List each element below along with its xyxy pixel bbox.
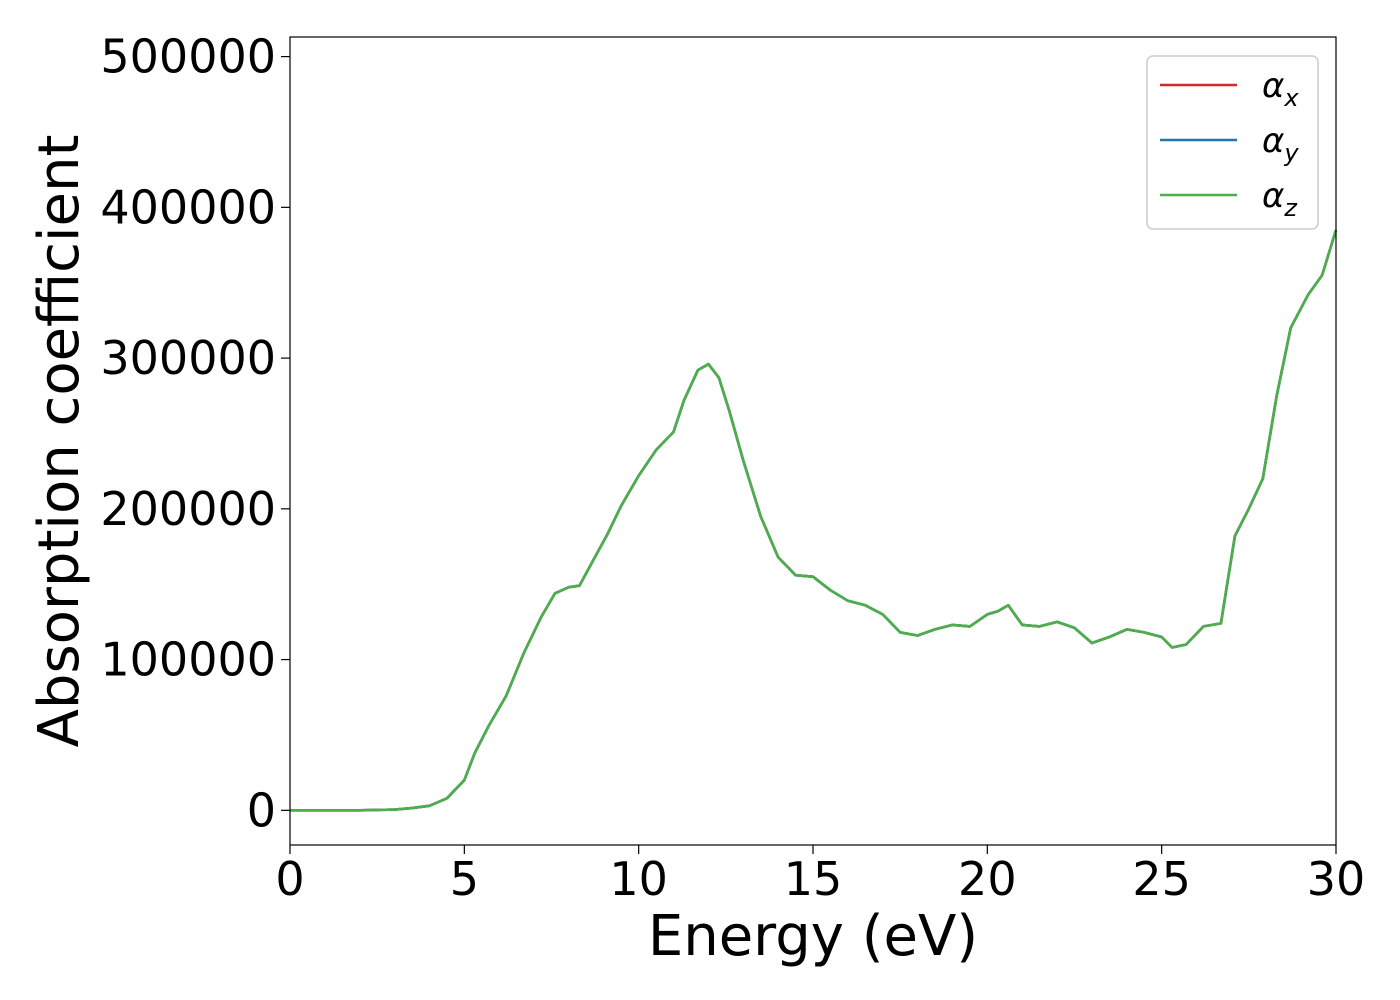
y-tick-label: 300000 [100, 331, 276, 385]
y-axis-ticks: 0 100000 200000 300000 400000 500000 [100, 30, 290, 837]
x-tick-label: 20 [958, 852, 1017, 906]
legend-symbol: α [1262, 121, 1284, 161]
y-tick-label: 0 [247, 783, 276, 837]
legend-symbol: α [1262, 176, 1284, 216]
legend-subscript: z [1283, 194, 1298, 222]
legend-subscript: y [1283, 139, 1299, 167]
x-tick-label: 25 [1132, 852, 1191, 906]
legend-box [1146, 55, 1319, 230]
y-tick-label: 500000 [100, 30, 276, 84]
series-line-z [290, 229, 1338, 812]
x-tick-label: 15 [784, 852, 843, 906]
legend-label-z: αz [1262, 176, 1298, 222]
legend-label-y: αy [1262, 121, 1299, 167]
legend-symbol: α [1262, 66, 1284, 106]
y-tick-label: 200000 [100, 482, 276, 536]
x-tick-label: 5 [450, 852, 479, 906]
x-axis-ticks: 0 5 10 15 20 25 30 [275, 845, 1365, 906]
y-tick-label: 100000 [100, 633, 276, 687]
y-tick-label: 400000 [100, 180, 276, 234]
series-layer [290, 229, 1338, 812]
x-axis-title: Energy (eV) [648, 904, 978, 969]
x-tick-label: 10 [609, 852, 668, 906]
y-axis-title: Absorption coefficient [27, 135, 92, 748]
x-tick-label: 0 [275, 852, 304, 906]
x-tick-label: 30 [1307, 852, 1366, 906]
legend-subscript: x [1283, 84, 1299, 112]
legend-label-x: αx [1262, 66, 1299, 112]
